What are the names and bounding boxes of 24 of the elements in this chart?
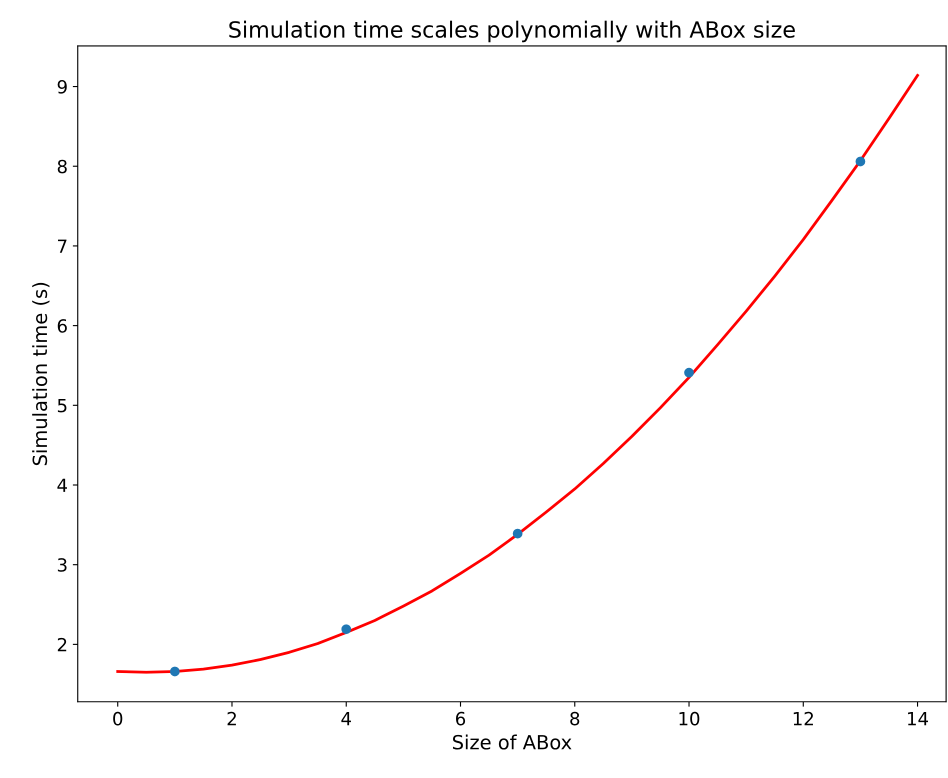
point xyxy=(512,528,522,538)
x-tick-label: 4 xyxy=(341,712,351,726)
y-tick-label: 8 xyxy=(58,160,67,174)
y-tick-label: 5 xyxy=(58,399,66,412)
point xyxy=(684,368,694,378)
y-tick-label: 2 xyxy=(58,638,66,652)
x-tick-label: 14 xyxy=(908,712,928,726)
x-tick-label: 8 xyxy=(570,712,580,726)
y-tick-label: 3 xyxy=(58,558,67,572)
point xyxy=(856,156,866,166)
point xyxy=(170,666,180,676)
y-tick-label: 6 xyxy=(58,319,67,333)
y-tick-label: 7 xyxy=(58,240,66,253)
x-tick-label: 6 xyxy=(456,712,466,726)
y-axis-title: Simulation time (s) xyxy=(32,282,50,466)
x-tick-label: 0 xyxy=(113,712,122,726)
x-tick-label: 2 xyxy=(228,712,236,726)
y-tick-label: 9 xyxy=(58,80,67,94)
point xyxy=(341,624,352,634)
y-tick-label: 4 xyxy=(57,478,67,492)
chart-title: Simulation time scales polynomially with ABox size xyxy=(229,20,795,42)
x-axis-title: Size of ABox xyxy=(452,734,572,750)
x-tick-label: 12 xyxy=(794,712,813,726)
x-tick-label: 10 xyxy=(680,712,700,726)
